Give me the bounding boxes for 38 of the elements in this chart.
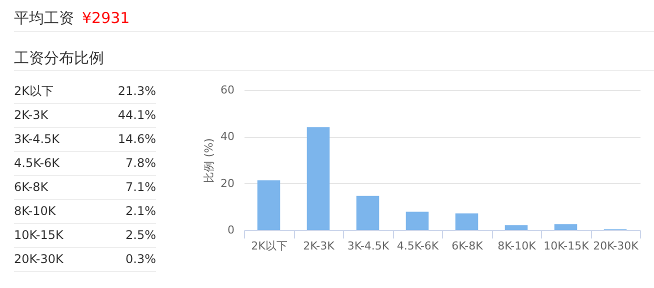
- text: 0.3%: [126, 251, 156, 268]
- text: 平均工资: [14, 9, 74, 27]
- bar: [406, 212, 429, 230]
- text: ¥2931: [82, 9, 130, 27]
- bar: [356, 196, 380, 230]
- text: 7.1%: [126, 179, 156, 196]
- text: 6K-8K: [14, 179, 48, 196]
- text: 3K-4.5K: [14, 131, 60, 148]
- y-tick-label: 40: [220, 130, 234, 144]
- x-tick-label: 2K-3K: [303, 240, 336, 252]
- x-tick-label: 10K-15K: [544, 240, 590, 252]
- text: 44.1%: [118, 107, 156, 124]
- text: 2.1%: [126, 203, 156, 220]
- text: 20K-30K: [14, 251, 64, 268]
- text: 7.8%: [126, 155, 156, 172]
- bar: [306, 127, 330, 230]
- y-tick-label: 20: [220, 176, 234, 190]
- x-tick-label: 20K-30K: [593, 240, 640, 252]
- x-tick-label: 3K-4.5K: [347, 240, 390, 252]
- bar: [504, 225, 528, 230]
- text: 21.3%: [118, 83, 156, 100]
- x-tick-label: 8K-10K: [498, 240, 537, 252]
- y-tick-label: 0: [228, 224, 234, 236]
- text: 工资分布比例: [14, 46, 654, 71]
- y-axis-title: 比例 (%): [202, 138, 216, 183]
- bar: [257, 180, 280, 230]
- text: 14.6%: [118, 131, 156, 148]
- text: 2.5%: [126, 227, 156, 244]
- bar: [554, 224, 578, 230]
- x-tick-label: 2K以下: [251, 240, 288, 252]
- x-tick-label: 4.5K-6K: [396, 240, 440, 252]
- bar: [455, 213, 478, 230]
- text: 2K-3K: [14, 107, 48, 124]
- y-tick-label: 60: [220, 84, 234, 96]
- text: 4.5K-6K: [14, 155, 60, 172]
- x-tick-label: 6K-8K: [452, 240, 484, 252]
- text: 8K-10K: [14, 203, 56, 220]
- text: 2K以下: [14, 83, 54, 100]
